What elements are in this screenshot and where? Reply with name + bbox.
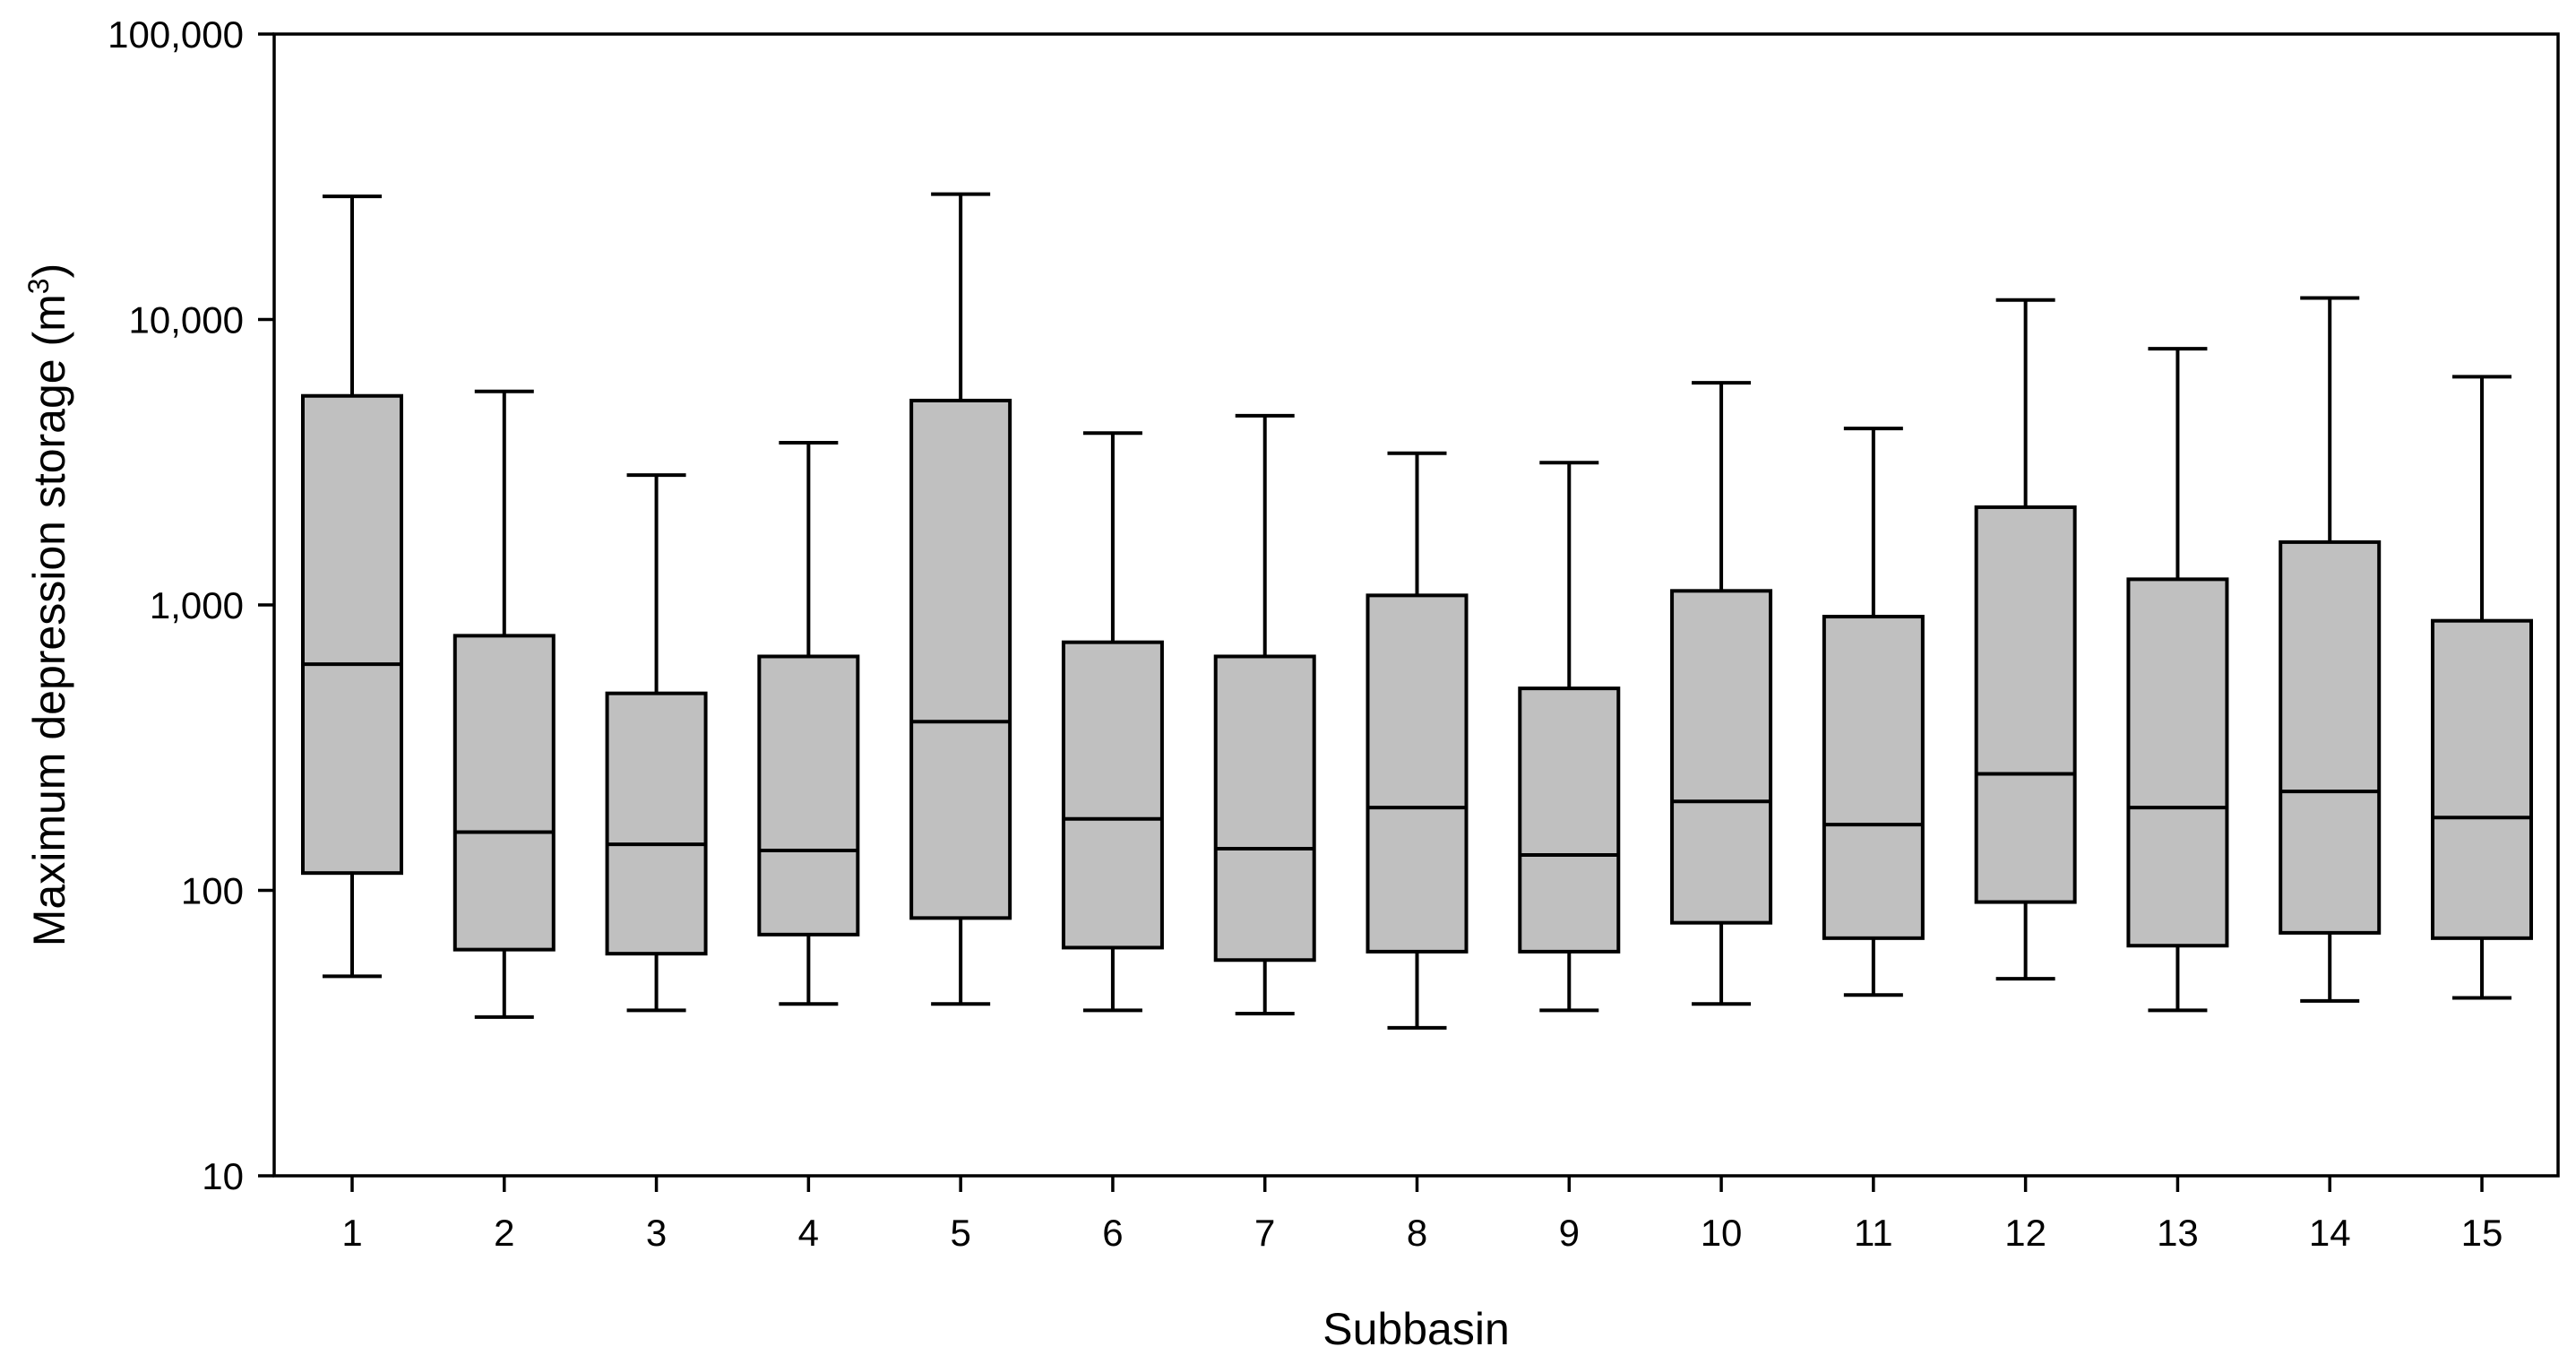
x-tick-label: 3 (646, 1212, 667, 1254)
x-tick-label: 1 (341, 1212, 362, 1254)
box (605, 691, 708, 956)
box-group (301, 194, 403, 979)
x-axis: 1 2 3 4 5 6 7 8 9 10 11 12 13 14 15 (341, 1176, 2503, 1254)
x-tick-label: 14 (2309, 1212, 2351, 1254)
box-group (452, 389, 556, 1019)
box (2279, 540, 2382, 935)
box-group (1670, 381, 1773, 1006)
y-axis: 10 100 1,000 10,000 100,000 (108, 13, 274, 1197)
box-group (1366, 451, 1469, 1030)
x-tick-label: 4 (798, 1212, 819, 1254)
x-tick-label: 11 (1854, 1212, 1893, 1254)
box (452, 634, 556, 952)
x-tick-label: 8 (1407, 1212, 1427, 1254)
box (1974, 505, 2077, 904)
box (1670, 589, 1773, 925)
box-group (757, 441, 860, 1006)
y-tick-label: 10 (202, 1155, 244, 1197)
x-tick-label: 6 (1102, 1212, 1123, 1254)
box-group (909, 192, 1012, 1006)
y-axis-title-suffix: ) (24, 263, 74, 279)
x-tick-label: 2 (494, 1212, 514, 1254)
y-tick-label: 100,000 (108, 13, 244, 56)
y-tick-label: 10,000 (129, 299, 244, 341)
x-tick-label: 10 (1701, 1212, 1743, 1254)
box (1366, 593, 1469, 954)
x-tick-label: 15 (2461, 1212, 2503, 1254)
box-group (2126, 347, 2229, 1013)
box (1822, 615, 1925, 940)
x-tick-label: 9 (1559, 1212, 1580, 1254)
box-group (1822, 427, 1925, 997)
box (909, 398, 1012, 920)
box-group (605, 473, 708, 1013)
y-tick-label: 100 (181, 870, 244, 912)
x-tick-label: 5 (950, 1212, 970, 1254)
x-tick-label: 7 (1254, 1212, 1275, 1254)
box-group (2431, 375, 2533, 1000)
box (1061, 640, 1164, 950)
y-axis-title-main: Maximum depression storage (m (24, 294, 74, 946)
box-group (1213, 413, 1316, 1016)
box-group (1061, 431, 1164, 1013)
box (2126, 577, 2229, 948)
box (2431, 618, 2533, 940)
box-group (2279, 296, 2382, 1003)
box (1213, 654, 1316, 963)
box-group (1518, 461, 1621, 1013)
box (1518, 686, 1621, 954)
x-axis-title: Subbasin (1322, 1304, 1510, 1354)
y-tick-label: 1,000 (150, 584, 244, 626)
box (757, 654, 860, 937)
box-group (1974, 298, 2077, 981)
y-axis-title: Maximum depression storage (m3) (22, 263, 74, 946)
boxes (301, 192, 2533, 1030)
box (301, 393, 403, 876)
y-axis-title-superscript: 3 (22, 278, 55, 294)
x-tick-label: 12 (2004, 1212, 2046, 1254)
x-tick-label: 13 (2157, 1212, 2199, 1254)
